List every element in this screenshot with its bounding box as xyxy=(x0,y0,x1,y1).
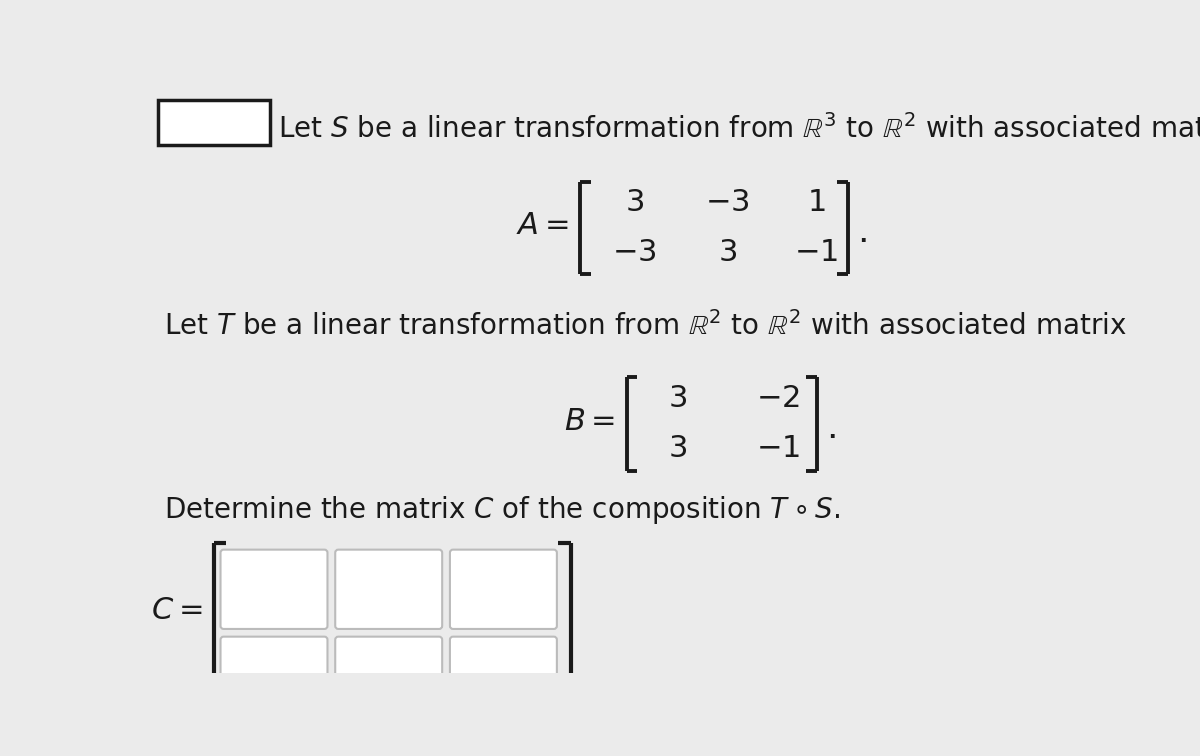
Text: $3$: $3$ xyxy=(667,434,686,463)
FancyBboxPatch shape xyxy=(450,637,557,716)
Text: $3$: $3$ xyxy=(667,384,686,414)
Text: $C =$: $C =$ xyxy=(151,596,203,625)
Text: $3$: $3$ xyxy=(718,238,737,267)
Text: $-2$: $-2$ xyxy=(756,384,799,414)
Text: $1$: $1$ xyxy=(808,188,826,217)
Text: .: . xyxy=(826,411,838,445)
Text: $-1$: $-1$ xyxy=(756,434,799,463)
Text: $-3$: $-3$ xyxy=(706,188,750,217)
FancyBboxPatch shape xyxy=(221,550,328,629)
Text: Let $S$ be a linear transformation from $\mathbb{R}^3$ to $\mathbb{R}^2$ with as: Let $S$ be a linear transformation from … xyxy=(278,114,1200,144)
FancyBboxPatch shape xyxy=(221,637,328,716)
Text: Let $T$ be a linear transformation from $\mathbb{R}^2$ to $\mathbb{R}^2$ with as: Let $T$ be a linear transformation from … xyxy=(164,311,1127,340)
Text: $3$: $3$ xyxy=(625,188,644,217)
FancyBboxPatch shape xyxy=(157,100,270,144)
Text: Determine the matrix $C$ of the composition $T \circ S$.: Determine the matrix $C$ of the composit… xyxy=(164,494,840,526)
Text: $A =$: $A =$ xyxy=(516,211,569,240)
FancyBboxPatch shape xyxy=(450,550,557,629)
Text: $-3$: $-3$ xyxy=(612,238,656,267)
Text: .: . xyxy=(857,215,869,249)
Text: $-1$: $-1$ xyxy=(794,238,839,267)
Text: $B =$: $B =$ xyxy=(564,407,616,436)
FancyBboxPatch shape xyxy=(335,637,442,716)
FancyBboxPatch shape xyxy=(335,550,442,629)
